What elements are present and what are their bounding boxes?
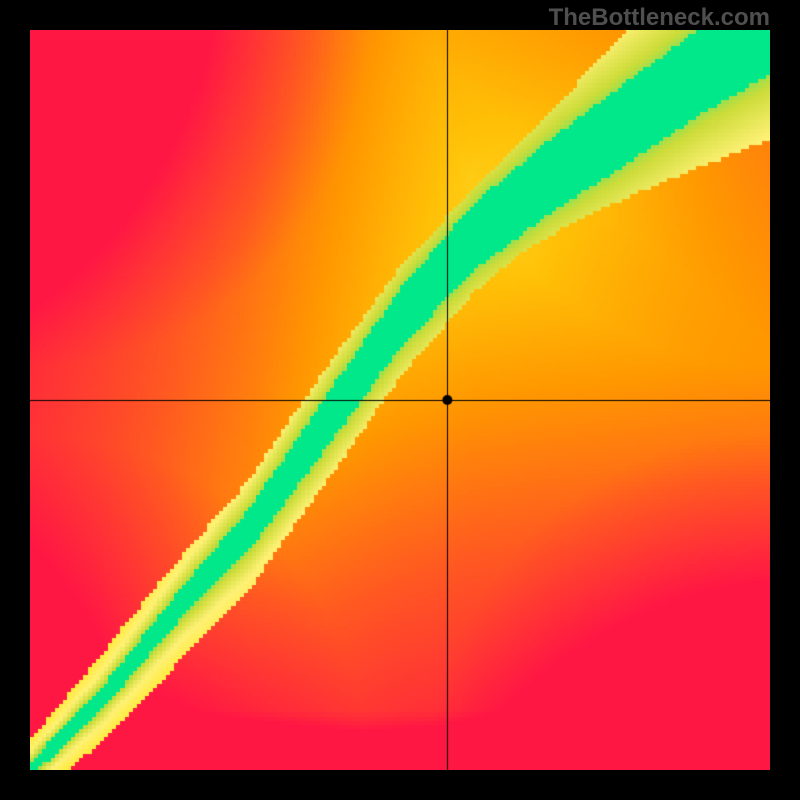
- chart-container: TheBottleneck.com: [0, 0, 800, 800]
- watermark-label: TheBottleneck.com: [549, 4, 770, 32]
- heatmap-canvas: [30, 30, 770, 770]
